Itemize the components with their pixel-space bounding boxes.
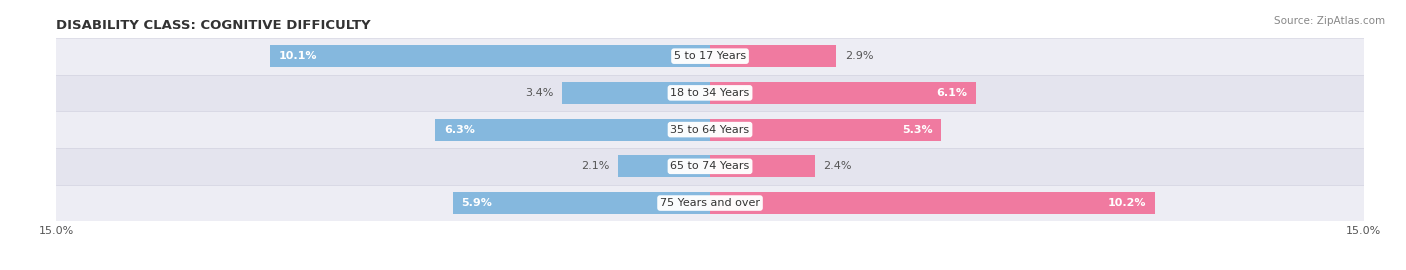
Bar [56,148,1364,185]
Text: 2.4%: 2.4% [824,161,852,171]
Text: DISABILITY CLASS: COGNITIVE DIFFICULTY: DISABILITY CLASS: COGNITIVE DIFFICULTY [56,19,371,32]
Bar [270,45,710,67]
Text: 65 to 74 Years: 65 to 74 Years [671,161,749,171]
Bar [710,155,814,177]
Text: Source: ZipAtlas.com: Source: ZipAtlas.com [1274,16,1385,26]
Bar [710,45,837,67]
Text: 2.1%: 2.1% [582,161,610,171]
Bar [56,38,1364,75]
Bar [710,119,941,141]
Text: 5.3%: 5.3% [901,124,932,135]
Bar [710,82,976,104]
Bar [56,111,1364,148]
Text: 2.9%: 2.9% [845,51,873,61]
Bar [619,155,710,177]
Bar [453,192,710,214]
Text: 6.3%: 6.3% [444,124,475,135]
Bar [56,185,1364,221]
Bar [56,75,1364,111]
Text: 10.1%: 10.1% [278,51,316,61]
Text: 75 Years and over: 75 Years and over [659,198,761,208]
Text: 35 to 64 Years: 35 to 64 Years [671,124,749,135]
Text: 18 to 34 Years: 18 to 34 Years [671,88,749,98]
Text: 3.4%: 3.4% [524,88,553,98]
Bar [710,192,1154,214]
Bar [436,119,710,141]
Text: 6.1%: 6.1% [936,88,967,98]
Text: 10.2%: 10.2% [1108,198,1146,208]
Text: 5 to 17 Years: 5 to 17 Years [673,51,747,61]
Text: 5.9%: 5.9% [461,198,492,208]
Bar [562,82,710,104]
